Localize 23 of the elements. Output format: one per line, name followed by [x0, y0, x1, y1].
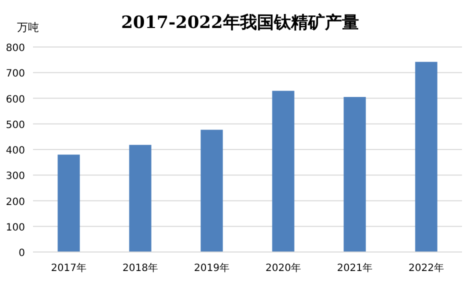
bar	[344, 96, 366, 252]
y-tick-label: 700	[6, 68, 25, 80]
y-tick-label: 200	[6, 196, 25, 208]
y-axis-title: 万吨	[17, 21, 39, 34]
bar	[200, 130, 223, 252]
x-tick-label: 2022年	[408, 262, 444, 274]
x-tick-label: 2020年	[266, 262, 301, 274]
bar	[58, 154, 80, 252]
y-tick-label: 600	[6, 94, 25, 106]
y-tick-label: 100	[6, 222, 25, 234]
y-tick-label: 800	[6, 43, 25, 54]
bar	[129, 144, 152, 252]
y-tick-label: 500	[6, 120, 25, 131]
bar	[415, 62, 438, 252]
chart-title: 2017-2022年我国钛精矿产量	[121, 13, 359, 33]
y-tick-label: 300	[6, 171, 25, 182]
bar	[272, 90, 294, 252]
x-tick-label: 2021年	[337, 262, 372, 274]
y-tick-label: 400	[6, 146, 25, 156]
x-tick-label: 2018年	[122, 262, 158, 274]
x-tick-label: 2017年	[51, 262, 86, 274]
y-tick-label: 0	[18, 248, 25, 259]
x-tick-label: 2019年	[194, 262, 230, 274]
